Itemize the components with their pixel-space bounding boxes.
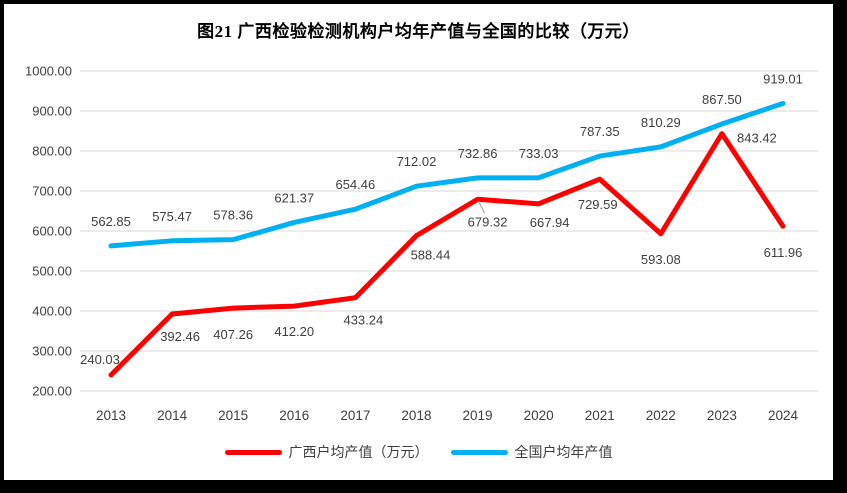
x-tick-label: 2015 — [218, 408, 248, 423]
chart-canvas: 图21 广西检验检测机构户均年产值与全国的比较（万元） 200.00 300.00… — [4, 4, 833, 480]
national-line — [108, 100, 786, 249]
data-label: 412.20 — [274, 324, 314, 339]
data-label: 867.50 — [702, 92, 742, 107]
line-chart-plot: 200.00 300.00 400.00 500.00 600.00 700.00 800.… — [25, 64, 818, 423]
y-tick-label: 400.00 — [32, 304, 72, 319]
x-tick-label: 2024 — [768, 408, 799, 423]
data-label: 712.02 — [397, 154, 437, 169]
y-tick-label: 800.00 — [32, 144, 72, 159]
legend-label-guangxi: 广西户均产值（万元） — [288, 444, 429, 460]
x-tick-label: 2014 — [157, 408, 188, 423]
data-label: 575.47 — [152, 209, 192, 224]
data-label: 733.03 — [519, 146, 559, 161]
data-label: 240.03 — [80, 352, 120, 367]
x-tick-label: 2023 — [707, 408, 737, 423]
legend-swatch-blue-line — [450, 449, 508, 455]
data-label: 621.37 — [274, 190, 314, 205]
x-tick-label: 2021 — [585, 408, 615, 423]
data-label: 654.46 — [335, 177, 375, 192]
data-label: 667.94 — [530, 215, 570, 230]
x-tick-label: 2018 — [401, 408, 431, 423]
data-label: 729.59 — [578, 197, 618, 212]
data-label: 732.86 — [458, 146, 498, 161]
data-label: 392.46 — [160, 329, 200, 344]
data-label: 787.35 — [580, 124, 620, 139]
data-label: 843.42 — [737, 131, 777, 146]
data-label: 593.08 — [641, 252, 681, 267]
x-tick-label: 2016 — [279, 408, 309, 423]
x-tick-label: 2019 — [463, 408, 493, 423]
y-tick-label: 300.00 — [32, 344, 72, 359]
data-label: 588.44 — [411, 248, 451, 263]
legend-swatch-red-line — [224, 449, 282, 455]
data-label: 433.24 — [343, 313, 383, 328]
chart-legend: 广西户均产值（万元） 全国户均年产值 — [4, 442, 833, 462]
data-label: 578.36 — [213, 208, 253, 223]
data-label: 810.29 — [641, 115, 681, 130]
y-tick-label: 1000.00 — [25, 64, 72, 79]
data-label: 407.26 — [213, 327, 253, 342]
x-tick-label: 2017 — [340, 408, 370, 423]
legend-item-national: 全国户均年产值 — [450, 442, 613, 462]
chart-title: 图21 广西检验检测机构户均年产值与全国的比较（万元） — [197, 22, 640, 41]
data-label: 611.96 — [764, 245, 803, 260]
x-tick-label: 2020 — [524, 408, 554, 423]
y-tick-label: 900.00 — [32, 104, 72, 119]
label-leader-line — [478, 201, 486, 214]
y-tick-label: 600.00 — [32, 224, 72, 239]
data-label: 679.32 — [468, 214, 508, 229]
y-tick-label: 200.00 — [32, 384, 72, 399]
x-tick-label: 2022 — [646, 408, 676, 423]
data-label: 919.01 — [763, 71, 803, 86]
y-tick-label: 500.00 — [32, 264, 72, 279]
x-tick-label: 2013 — [96, 408, 126, 423]
guangxi-line — [108, 131, 786, 378]
data-label: 562.85 — [91, 214, 131, 229]
legend-item-guangxi: 广西户均产值（万元） — [224, 442, 429, 462]
y-tick-label: 700.00 — [32, 184, 72, 199]
legend-label-national: 全国户均年产值 — [514, 444, 613, 460]
